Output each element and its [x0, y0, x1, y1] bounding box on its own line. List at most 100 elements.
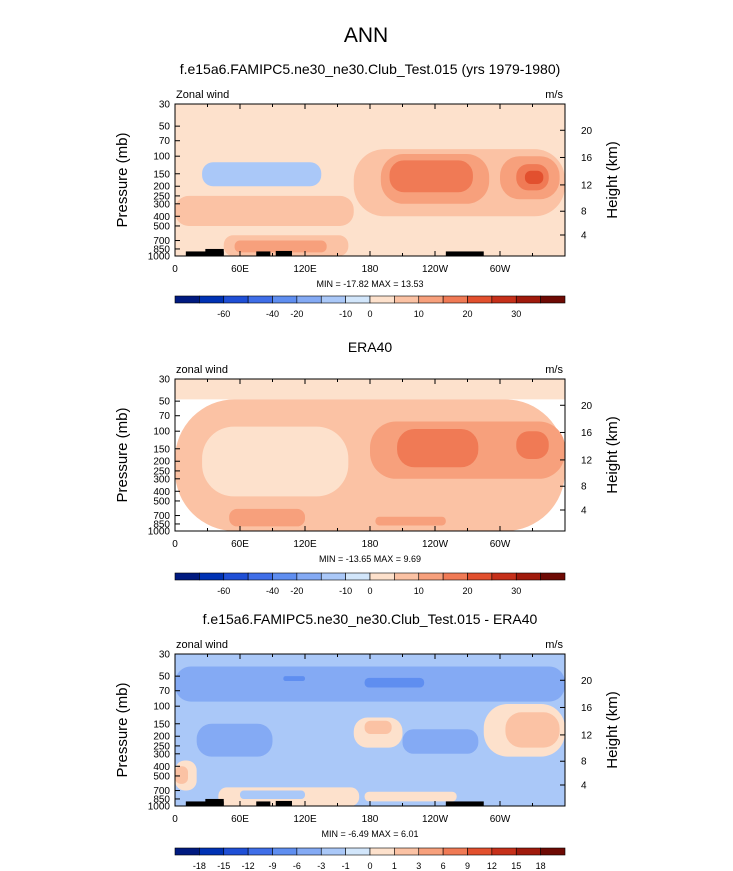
colorbar-label: 9: [465, 861, 470, 871]
contour-region: [229, 508, 305, 527]
contour-region: [397, 428, 479, 468]
colorbar-swatch: [199, 847, 225, 856]
colorbar-swatch: [540, 295, 566, 304]
pressure-tick-label: 250: [153, 466, 170, 477]
colorbar-swatch: [272, 295, 298, 304]
colorbar-label: 12: [487, 861, 497, 871]
colorbar: -60 -40 -20 -10 0 10 20 30: [174, 572, 566, 596]
pressure-tick-label: 1000: [148, 252, 171, 263]
height-tick-label: 16: [581, 703, 593, 714]
colorbar-label: 10: [414, 586, 424, 596]
colorbar-label: -40: [266, 309, 279, 319]
panel-title: f.e15a6.FAMIPC5.ne30_ne30.Club_Test.015 …: [203, 611, 538, 627]
colorbar-swatch: [394, 847, 420, 856]
contour-region: [202, 426, 349, 497]
terrain-mask: [185, 798, 484, 806]
colorbar-swatch: [272, 572, 298, 581]
units-label: m/s: [545, 364, 563, 376]
contour-region: [524, 170, 544, 185]
contour-region: [175, 766, 188, 784]
height-tick-label: 4: [581, 230, 587, 241]
variable-label: Zonal wind: [176, 89, 229, 101]
colorbar-swatch: [467, 572, 493, 581]
colorbar-swatch: [345, 572, 371, 581]
colorbar-label: 20: [462, 309, 472, 319]
contour-region: [505, 712, 560, 748]
colorbar-label: 30: [511, 309, 521, 319]
pressure-tick-label: 500: [153, 771, 170, 782]
contour-region: [364, 720, 392, 735]
height-tick-label: 20: [581, 126, 593, 137]
terrain-block: [275, 250, 292, 256]
variable-label: zonal wind: [176, 639, 228, 651]
colorbar: -18 -15 -12 -9 -6 -3 -1 0 1 3 6 9 12 15 18: [174, 847, 566, 871]
colorbar-swatch: [515, 572, 541, 581]
height-tick-label: 12: [581, 180, 593, 191]
pressure-tick-label: 70: [159, 411, 171, 422]
pressure-tick-label: 100: [153, 152, 170, 163]
pressure-tick-label: 1000: [148, 802, 171, 813]
pressure-tick-label: 700: [153, 511, 170, 522]
contour-region: [364, 677, 425, 688]
colorbar-swatch: [418, 847, 444, 856]
colorbar-label: -40: [266, 586, 279, 596]
colorbar-swatch: [442, 295, 468, 304]
pressure-tick-label: 400: [153, 212, 170, 223]
colorbar-swatch: [515, 847, 541, 856]
pressure-tick-label: 50: [159, 397, 171, 408]
pressure-tick-label: 100: [153, 427, 170, 438]
height-tick-label: 4: [581, 780, 587, 791]
terrain-block: [275, 800, 292, 806]
x-tick-label: 120W: [422, 539, 449, 550]
colorbar-swatch: [467, 295, 493, 304]
pressure-tick-label: 700: [153, 786, 170, 797]
x-tick-label: 60W: [490, 814, 511, 825]
colorbar-swatch: [199, 572, 225, 581]
pressure-tick-label: 150: [153, 719, 170, 730]
colorbar-swatch: [345, 847, 371, 856]
panel-model: f.e15a6.FAMIPC5.ne30_ne30.Club_Test.015 …: [114, 61, 621, 319]
x-tick-label: 0: [172, 814, 178, 825]
min-max-stats: MIN = -6.49 MAX = 6.01: [321, 829, 418, 839]
colorbar-label: -3: [317, 861, 325, 871]
x-tick-label: 120W: [422, 264, 449, 275]
colorbar-swatch: [320, 847, 346, 856]
pressure-tick-label: 850: [153, 244, 170, 255]
y2-axis-title: Height (km): [604, 141, 621, 219]
x-tick-label: 0: [172, 539, 178, 550]
colorbar-swatch: [491, 847, 517, 856]
height-tick-label: 12: [581, 455, 593, 466]
height-tick-label: 20: [581, 676, 593, 687]
colorbar-label: 3: [416, 861, 421, 871]
colorbar-swatch: [394, 295, 420, 304]
colorbar-swatch: [174, 847, 200, 856]
colorbar-swatch: [418, 295, 444, 304]
colorbar-swatch: [369, 572, 395, 581]
panel-difference: f.e15a6.FAMIPC5.ne30_ne30.Club_Test.015 …: [114, 611, 621, 871]
contour-region: [202, 162, 322, 187]
pressure-tick-label: 200: [153, 182, 170, 193]
colorbar-label: 1: [392, 861, 397, 871]
y2-axis-title: Height (km): [604, 416, 621, 494]
pressure-tick-label: 150: [153, 444, 170, 455]
colorbar-swatch: [296, 847, 322, 856]
contour-field: [175, 379, 565, 531]
colorbar-swatch: [174, 295, 200, 304]
x-tick-label: 60E: [231, 264, 249, 275]
colorbar-swatch: [345, 295, 371, 304]
pressure-tick-label: 30: [159, 650, 171, 661]
colorbar-label: -60: [217, 309, 230, 319]
contour-field: [175, 654, 565, 806]
height-tick-label: 16: [581, 428, 593, 439]
y-axis-title: Pressure (mb): [114, 132, 131, 227]
height-tick-label: 12: [581, 730, 593, 741]
colorbar-label: 0: [367, 861, 372, 871]
x-tick-label: 180: [362, 539, 379, 550]
x-tick-label: 120E: [293, 539, 317, 550]
colorbar-label: -12: [242, 861, 255, 871]
pressure-tick-label: 250: [153, 741, 170, 752]
colorbar-swatch: [247, 295, 273, 304]
colorbar-label: -20: [290, 586, 303, 596]
units-label: m/s: [545, 639, 563, 651]
